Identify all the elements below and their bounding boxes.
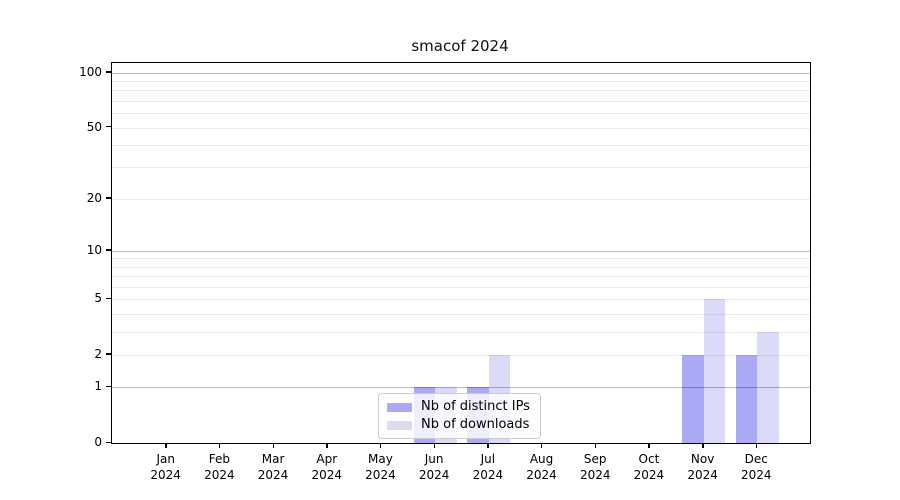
y-tick-mark [106,385,111,388]
x-tick-mark [755,443,758,449]
y-gridline-minor [112,299,810,301]
x-tick-label: Jul 2024 [458,451,518,483]
x-tick-month: Oct [638,452,660,466]
x-tick-year: 2024 [526,468,557,482]
x-tick-month: Apr [316,452,338,466]
x-tick-label: Mar 2024 [243,451,303,483]
legend-label: Nb of distinct IPs [421,399,530,414]
y-gridline-minor [112,167,810,169]
x-tick-label: Aug 2024 [512,451,572,483]
plot-area [111,62,811,444]
x-tick-year: 2024 [472,468,504,482]
y-tick-mark [106,197,111,199]
x-tick-label: Dec 2024 [726,451,786,483]
x-tick-label: Oct 2024 [619,451,679,483]
y-gridline-minor [112,266,810,268]
x-tick-year: 2024 [365,468,396,482]
y-tick-mark [106,71,111,73]
y-tick-label: 100 [79,64,102,79]
x-tick-mark [165,443,167,449]
y-gridline-minor [112,258,810,260]
y-gridline-minor [112,313,810,315]
y-gridline-minor [112,145,810,147]
x-tick-label: Apr 2024 [297,451,357,483]
y-tick-label: 20 [86,190,102,205]
x-tick-mark [487,443,489,449]
y-gridline-minor [112,286,810,288]
x-tick-year: 2024 [150,468,181,482]
legend-swatch [387,420,412,430]
y-gridline-minor [112,354,810,356]
y-tick-mark [106,126,111,128]
x-tick-label: Nov 2024 [673,451,733,483]
x-tick-mark [541,443,543,449]
x-tick-year: 2024 [418,468,450,482]
x-tick-mark [648,443,650,449]
bar-downloads [757,331,779,443]
x-tick-month: Jul [480,452,496,466]
x-tick-mark [326,443,328,449]
x-tick-mark [702,443,704,449]
y-tick-label: 2 [94,346,102,361]
x-tick-label: Jan 2024 [136,451,196,483]
x-tick-label: May 2024 [350,451,410,483]
legend-item: Nb of distinct IPs [387,400,530,414]
y-tick-mark [106,249,111,251]
y-gridline-minor [112,276,810,278]
y-tick-label: 0 [94,435,102,449]
y-gridline-major [112,387,810,389]
legend-label: Nb of downloads [421,417,530,432]
x-tick-mark [379,443,382,449]
y-gridline-major [112,250,810,252]
x-tick-year: 2024 [257,468,289,482]
x-tick-month: Aug [529,452,554,466]
y-tick-label: 50 [86,119,102,134]
y-gridline-minor [112,90,810,92]
x-tick-month: Feb [208,452,230,466]
y-gridline-major [112,72,810,74]
x-tick-month: Dec [744,452,768,466]
bar-distinct-ips [735,354,758,443]
y-gridline-minor [112,198,810,200]
x-tick-mark [594,443,597,449]
y-gridline-minor [112,100,810,102]
x-tick-mark [433,443,436,449]
bar-downloads [703,299,726,443]
x-tick-month: Sep [583,452,607,466]
x-tick-label: Jun 2024 [404,451,464,483]
y-tick-label: 5 [94,291,102,306]
y-tick-mark [106,297,111,300]
y-gridline-minor [112,331,810,333]
bar-distinct-ips [682,354,704,443]
x-tick-label: Sep 2024 [565,451,625,483]
y-tick-mark [106,441,111,443]
x-tick-month: Mar [261,452,285,466]
y-tick-label: 1 [94,379,102,394]
chart-title: smacof 2024 [411,37,509,55]
x-tick-month: Nov [690,452,715,466]
legend: Nb of distinct IPs Nb of downloads [378,393,541,439]
legend-swatch [387,402,412,412]
y-gridline-minor [112,81,810,83]
y-gridline-minor [112,113,810,115]
x-tick-year: 2024 [687,468,718,482]
x-tick-year: 2024 [204,468,235,482]
legend-item: Nb of downloads [387,418,530,432]
x-tick-mark [218,443,221,449]
x-tick-month: May [368,452,393,466]
x-tick-year: 2024 [741,468,772,482]
y-gridline-minor [112,127,810,129]
x-tick-mark [272,443,274,449]
y-tick-mark [106,353,111,355]
x-tick-year: 2024 [311,468,343,482]
x-tick-month: Jan [156,452,175,466]
x-tick-year: 2024 [633,468,665,482]
x-tick-label: Feb 2024 [189,451,249,483]
x-tick-year: 2024 [579,468,611,482]
x-tick-month: Jun [424,452,444,466]
y-tick-label: 10 [86,242,102,257]
